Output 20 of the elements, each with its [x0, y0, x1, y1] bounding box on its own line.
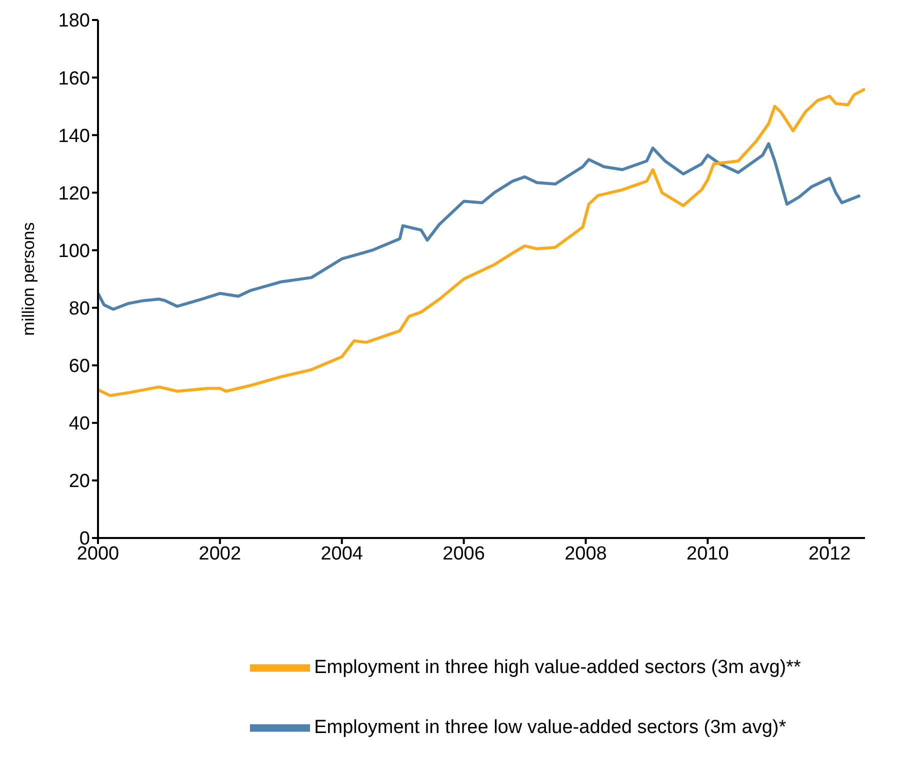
x-tick-label: 2012	[808, 543, 851, 564]
y-tick-label: 20	[68, 471, 90, 492]
y-tick-label: 180	[58, 10, 90, 32]
y-tick-label: 140	[58, 126, 90, 147]
x-tick-label: 2010	[686, 543, 729, 564]
legend-label: Employment in three high value-added sectors (3m avg)**	[314, 657, 801, 678]
x-tick-label: 2006	[442, 543, 485, 564]
y-axis-title: million persons	[19, 222, 38, 336]
y-tick-label: 60	[68, 356, 90, 378]
x-tick-label: 2004	[320, 543, 364, 564]
x-tick-label: 2002	[198, 543, 242, 564]
line-series	[98, 142, 862, 311]
line-series	[98, 88, 865, 398]
x-tick-label: 2008	[564, 543, 607, 564]
y-tick-label: 80	[68, 298, 90, 320]
y-tick-label: 160	[58, 68, 90, 90]
y-tick-label: 40	[68, 414, 90, 435]
y-tick-label: 120	[58, 183, 90, 204]
y-tick-label: 100	[58, 240, 90, 262]
legend-label: Employment in three low value-added sectors (3m avg)*	[314, 717, 786, 738]
